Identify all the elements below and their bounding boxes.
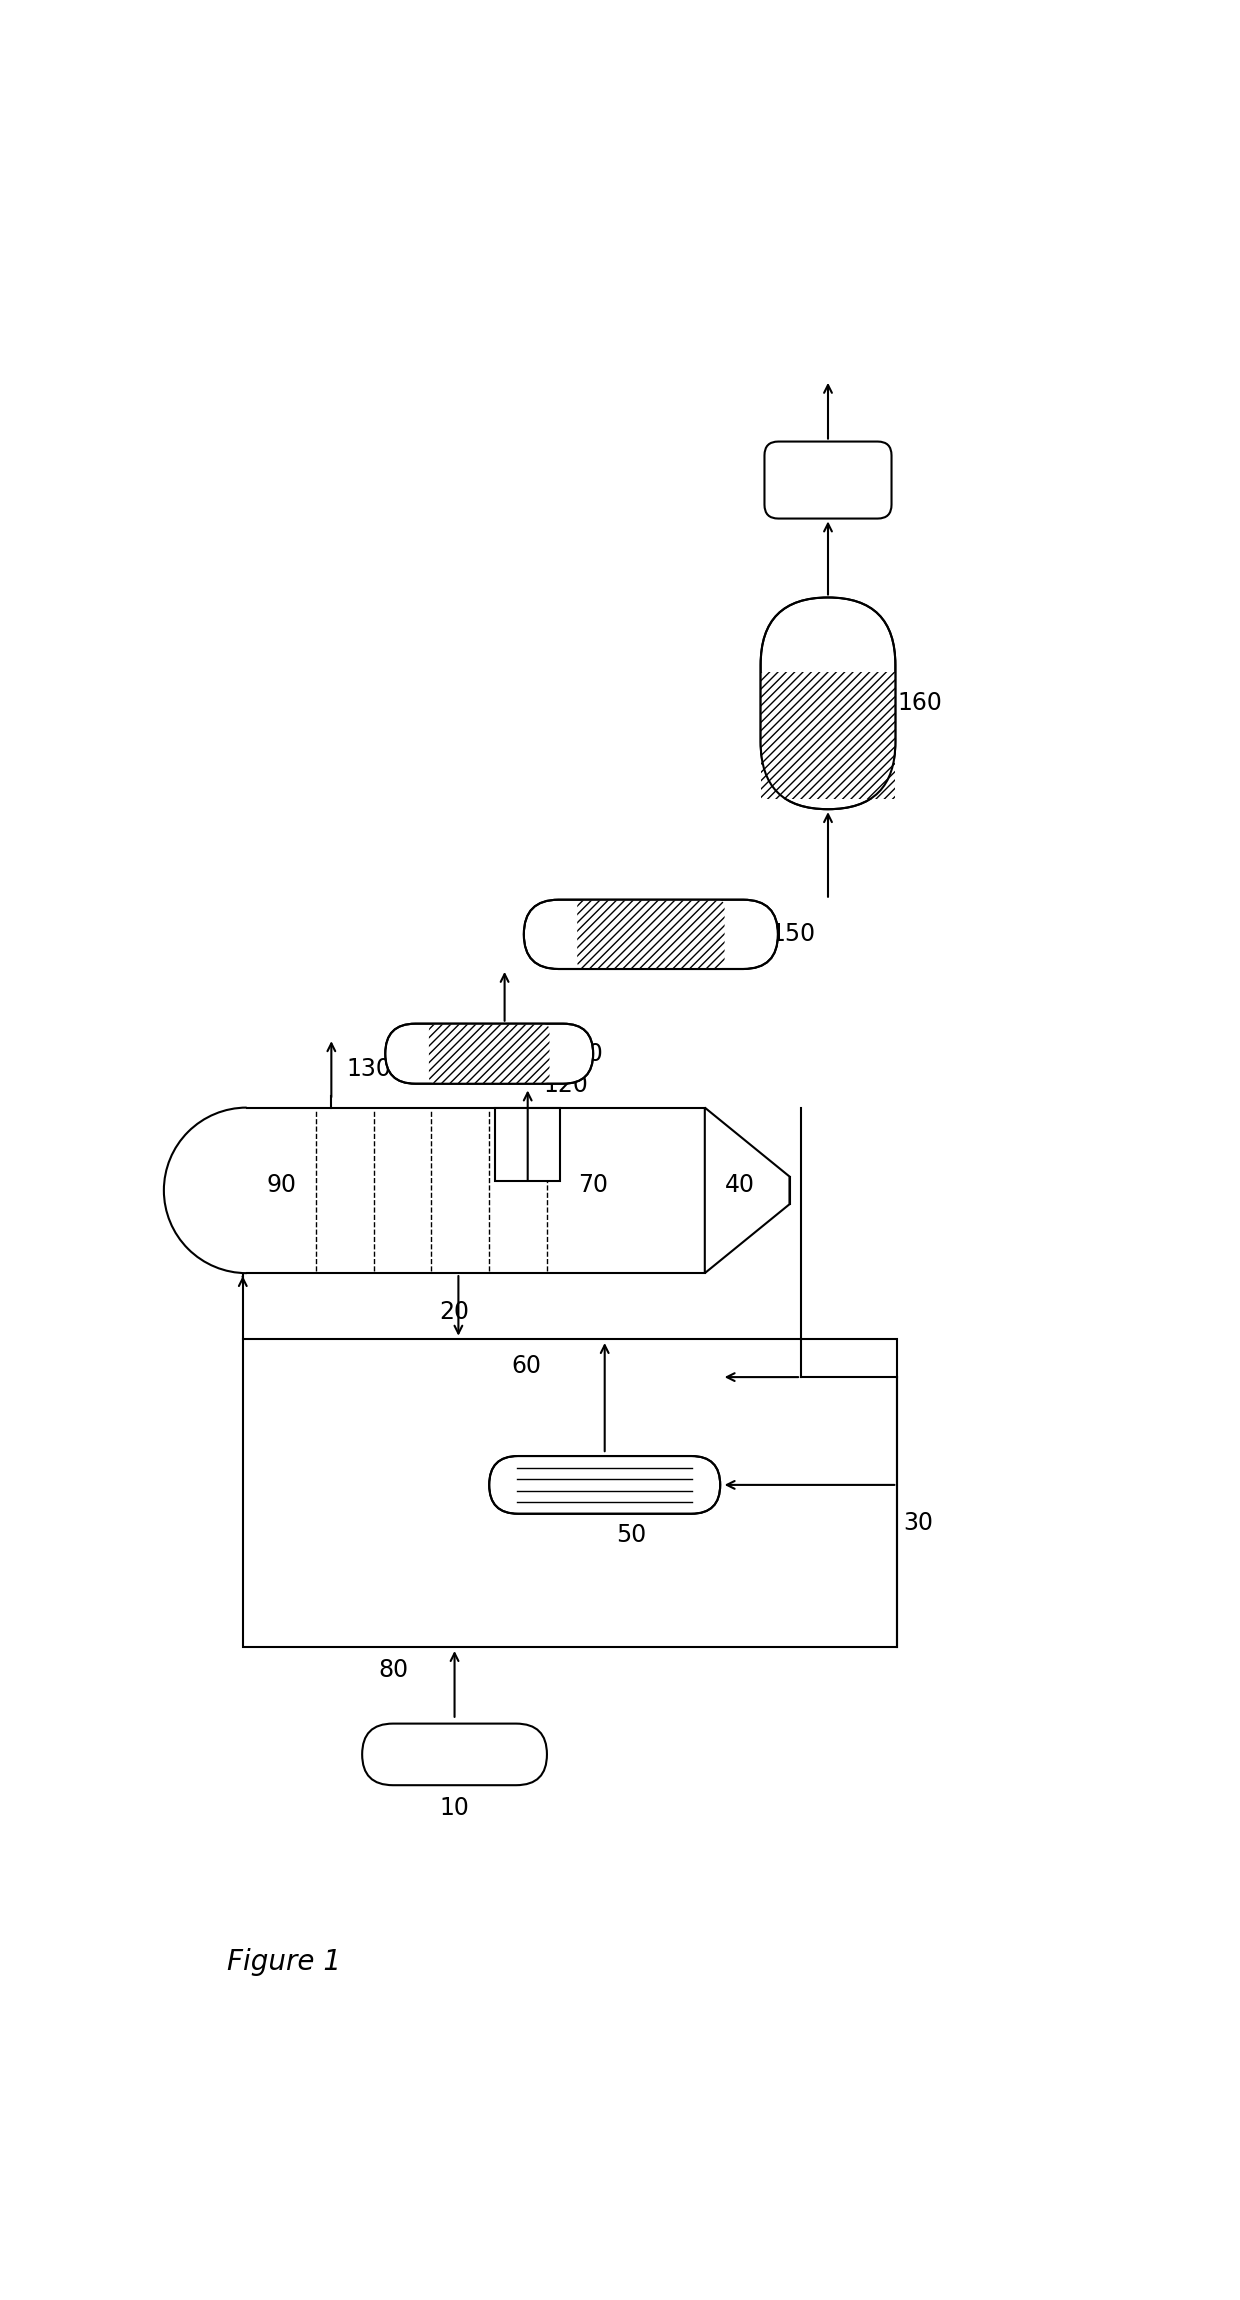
Text: 70: 70 bbox=[578, 1173, 608, 1196]
FancyBboxPatch shape bbox=[362, 1723, 547, 1785]
Text: 50: 50 bbox=[616, 1523, 647, 1548]
FancyBboxPatch shape bbox=[760, 598, 895, 810]
Text: 170: 170 bbox=[806, 467, 851, 492]
Text: 80: 80 bbox=[378, 1658, 408, 1681]
Bar bbox=[495, 1109, 560, 1180]
Text: 40: 40 bbox=[724, 1173, 754, 1196]
Text: 160: 160 bbox=[898, 692, 942, 715]
FancyBboxPatch shape bbox=[490, 1456, 720, 1513]
FancyBboxPatch shape bbox=[386, 1024, 593, 1083]
Polygon shape bbox=[704, 1109, 790, 1274]
Text: Figure 1: Figure 1 bbox=[227, 1948, 341, 1976]
FancyBboxPatch shape bbox=[577, 902, 724, 968]
Text: 60: 60 bbox=[511, 1352, 541, 1378]
Text: 90: 90 bbox=[267, 1173, 296, 1196]
FancyBboxPatch shape bbox=[523, 899, 777, 968]
Bar bbox=[761, 672, 894, 798]
Text: 130: 130 bbox=[347, 1058, 392, 1081]
Text: 140: 140 bbox=[558, 1042, 604, 1065]
Text: 10: 10 bbox=[440, 1796, 470, 1819]
Text: 120: 120 bbox=[543, 1072, 588, 1097]
FancyBboxPatch shape bbox=[765, 442, 892, 518]
Polygon shape bbox=[164, 1109, 247, 1274]
Bar bbox=[247, 1109, 790, 1274]
Bar bbox=[243, 1339, 898, 1647]
Text: 20: 20 bbox=[439, 1299, 470, 1322]
Text: 30: 30 bbox=[904, 1511, 934, 1536]
FancyBboxPatch shape bbox=[429, 1024, 549, 1083]
Text: 150: 150 bbox=[770, 922, 816, 945]
